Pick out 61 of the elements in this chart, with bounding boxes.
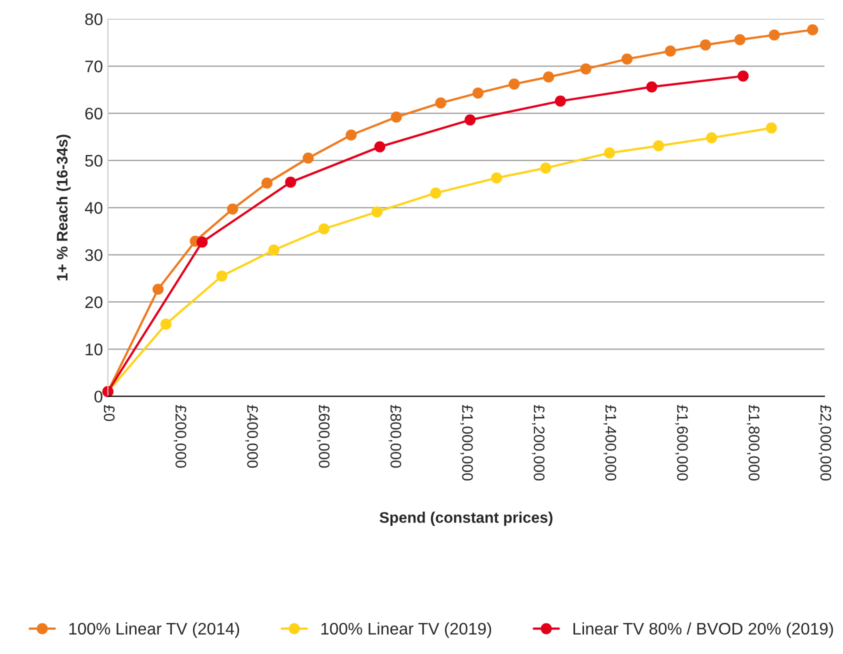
point [543,71,554,83]
point [554,95,566,107]
x-tick-label: £1,600,000 [675,405,688,481]
point [268,244,280,256]
point [706,132,718,144]
point [285,176,296,188]
point [152,284,164,295]
y-tick-label: 80 [85,13,102,26]
x-tick-label: £0 [104,405,115,422]
point [346,129,357,141]
point [664,45,676,57]
point [734,34,746,46]
point [227,204,238,215]
point [491,172,502,184]
point [160,318,172,330]
point [700,39,712,50]
x-axis-title: Spend (constant prices) [380,512,552,526]
y-tick-label: 20 [85,296,102,308]
x-tick-label: £2,000,000 [818,405,832,481]
y-tick-label: 10 [86,344,102,356]
x-tick-label: £800,000 [388,405,402,468]
y-tick-label: 70 [85,60,102,72]
point [390,112,402,123]
y-tick-label: 50 [85,154,102,167]
legend-label: 100% Linear TV (2014) [69,622,240,638]
point [435,97,446,108]
x-tick-label: £400,000 [245,405,258,468]
x-tick-label: £1,200,000 [532,405,545,481]
y-tick-label: 30 [85,249,102,262]
y-tick-label: 60 [85,108,102,120]
legend-label: 100% Linear TV (2019) [321,622,492,638]
x-tick-label: £1,000,000 [460,405,473,481]
point [430,187,442,199]
point [738,70,749,82]
point [302,152,314,164]
point [261,178,273,189]
point [216,270,228,282]
point [318,223,330,234]
point [472,87,484,99]
legend-label: Linear TV 80% / BVOD 20% (2019) [573,622,833,638]
y-tick-label: 40 [84,202,102,214]
y-axis-title: 1+ % Reach (16-34s) [56,134,71,280]
point [540,162,552,174]
x-tick-label: £600,000 [316,405,330,468]
point [768,29,780,41]
point [464,114,476,126]
x-tick-label: £200,000 [174,405,186,468]
x-tick-label: £1,800,000 [746,405,760,481]
point [580,63,592,75]
point [604,147,616,158]
point [653,140,664,152]
point [371,206,383,218]
point [766,122,777,134]
point [196,236,208,248]
y-tick-label: 0 [94,390,102,403]
point [807,24,818,36]
point [646,81,658,92]
point [621,54,633,65]
point [374,141,386,152]
point [508,78,520,90]
x-tick-label: £1,400,000 [604,405,616,481]
